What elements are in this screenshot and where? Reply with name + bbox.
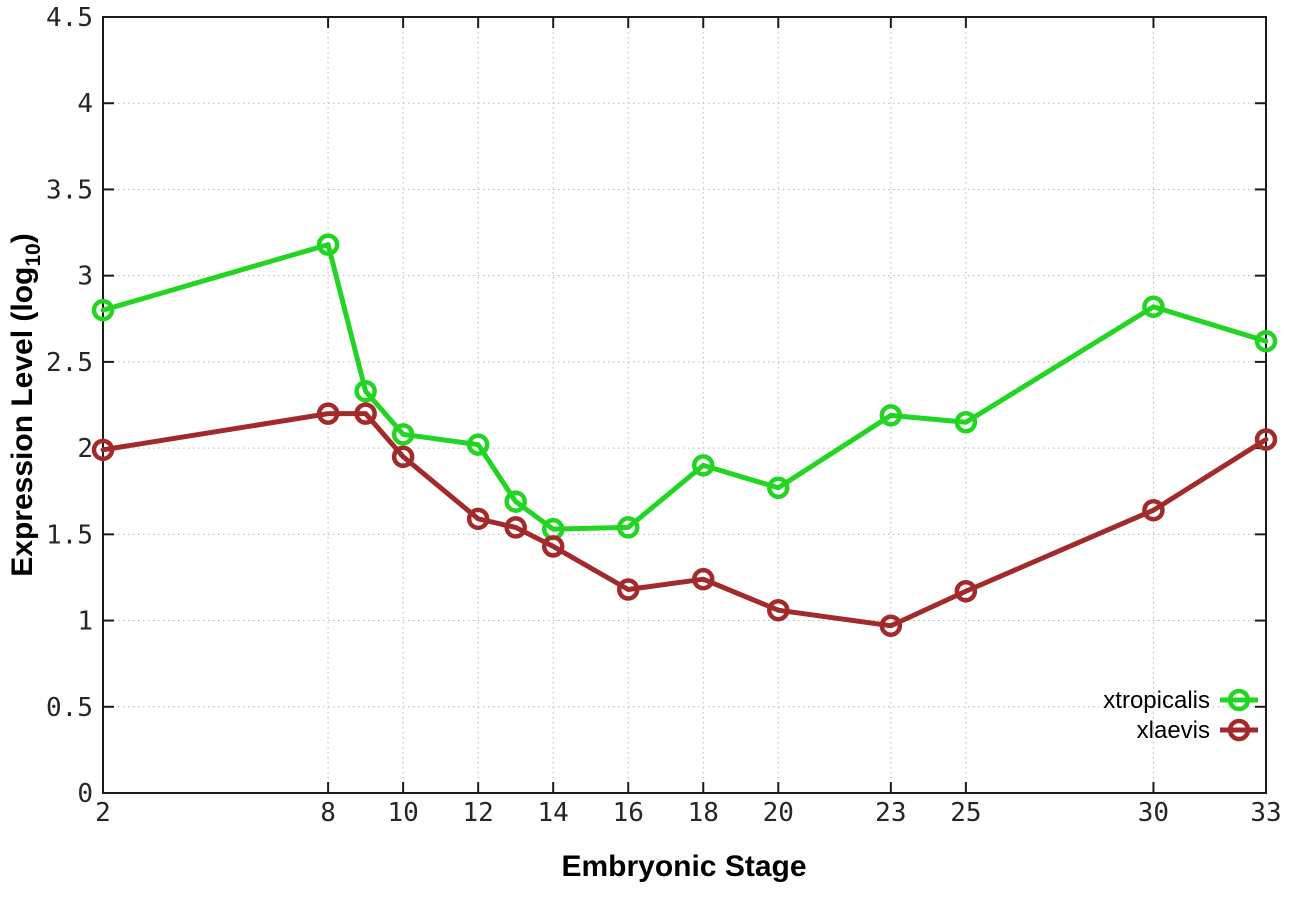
data-point-xtropicalis bbox=[879, 404, 903, 427]
y-tick-label: 0 bbox=[77, 779, 93, 809]
y-tick-label: 4.5 bbox=[46, 3, 93, 33]
legend-label-xlaevis: xlaevis bbox=[1137, 717, 1210, 744]
data-point-xlaevis bbox=[354, 402, 377, 425]
data-point-xtropicalis bbox=[954, 410, 978, 434]
data-point-xlaevis bbox=[504, 516, 527, 539]
y-axis-label-main: Expression Level (log bbox=[6, 267, 39, 577]
data-point-xtropicalis bbox=[767, 476, 790, 500]
y-tick-label: 3.5 bbox=[46, 175, 93, 205]
legend-marker-xlaevis bbox=[1227, 718, 1251, 742]
data-point-xlaevis bbox=[91, 438, 115, 462]
y-tick-label: 2 bbox=[77, 434, 93, 464]
y-tick-label: 1 bbox=[77, 607, 93, 637]
data-point-xtropicalis bbox=[466, 433, 490, 456]
x-tick-label: 25 bbox=[950, 798, 981, 828]
data-point-xtropicalis bbox=[391, 423, 415, 446]
data-point-xtropicalis bbox=[692, 454, 715, 477]
data-point-xtropicalis bbox=[1142, 295, 1165, 318]
series-line-xtropicalis bbox=[100, 242, 1269, 532]
x-tick-label: 30 bbox=[1138, 798, 1169, 828]
x-tick-label: 8 bbox=[320, 798, 336, 828]
plot-border bbox=[102, 16, 1267, 794]
data-point-xtropicalis bbox=[504, 490, 527, 513]
y-axis-label: Expression Level (log10) bbox=[6, 233, 45, 576]
data-point-xlaevis bbox=[391, 445, 415, 468]
data-point-xtropicalis bbox=[354, 379, 377, 403]
data-point-xtropicalis bbox=[91, 298, 115, 322]
x-tick-label: 2 bbox=[95, 798, 111, 828]
data-point-xlaevis bbox=[767, 598, 790, 622]
x-tick-label: 18 bbox=[688, 798, 719, 828]
x-tick-label: 20 bbox=[763, 798, 794, 828]
y-tick-label: 2.5 bbox=[46, 348, 93, 378]
x-tick-label: 16 bbox=[613, 798, 644, 828]
data-point-xtropicalis bbox=[1254, 329, 1278, 353]
x-tick-label: 14 bbox=[538, 798, 569, 828]
x-axis-label: Embryonic Stage bbox=[561, 850, 806, 883]
data-point-xlaevis bbox=[692, 567, 715, 591]
data-point-xlaevis bbox=[616, 578, 640, 601]
y-axis-label-subscript: 10 bbox=[22, 243, 45, 266]
y-tick-label: 4 bbox=[77, 89, 93, 119]
data-point-xlaevis bbox=[1142, 498, 1165, 522]
data-point-xlaevis bbox=[316, 402, 340, 425]
data-point-xlaevis bbox=[879, 614, 903, 637]
x-tick-label: 10 bbox=[387, 798, 418, 828]
x-tick-label: 33 bbox=[1250, 798, 1281, 828]
legend-label-xtropicalis: xtropicalis bbox=[1103, 687, 1210, 714]
y-axis-label-suffix: ) bbox=[6, 233, 39, 243]
y-tick-label: 3 bbox=[77, 262, 93, 292]
legend-marker-xtropicalis bbox=[1227, 688, 1251, 712]
data-point-xtropicalis bbox=[616, 516, 640, 539]
x-tick-label: 12 bbox=[463, 798, 494, 828]
data-point-xlaevis bbox=[954, 579, 978, 603]
chart-layers: 2 8 10 12 14 16 18 20 23 25 30 33 0 0.5 1 1.5 2 2.5 3 3.5 4 4… bbox=[46, 3, 1282, 828]
data-point-xlaevis bbox=[1254, 428, 1278, 451]
data-point-xlaevis bbox=[466, 507, 490, 531]
y-tick-label: 0.5 bbox=[46, 693, 93, 723]
y-tick-label: 1.5 bbox=[46, 520, 93, 550]
data-point-xlaevis bbox=[541, 535, 565, 558]
x-tick-label: 23 bbox=[875, 798, 906, 828]
data-point-xtropicalis bbox=[316, 233, 340, 256]
series-line-xlaevis bbox=[100, 411, 1269, 629]
